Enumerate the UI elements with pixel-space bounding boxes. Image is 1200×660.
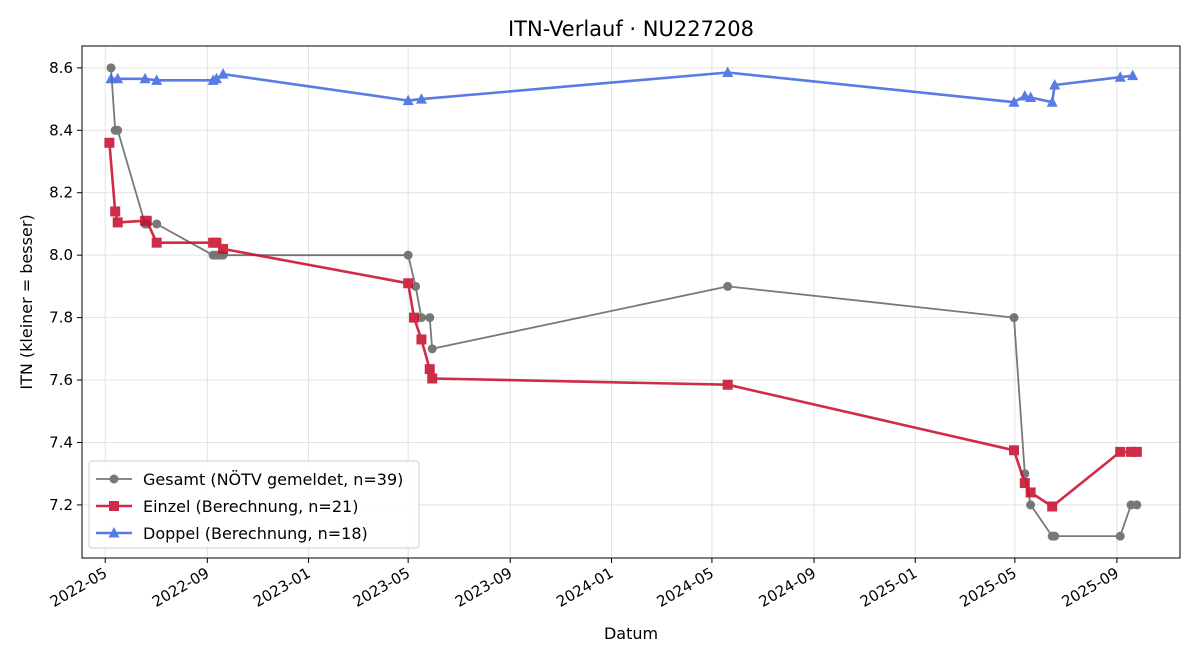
y-tick-label: 8.0	[49, 246, 73, 264]
data-point	[427, 373, 438, 384]
x-tick-label: 2024-05	[654, 564, 717, 611]
legend-label: Einzel (Berechnung, n=21)	[143, 497, 358, 516]
data-point	[722, 379, 733, 390]
data-point	[1025, 91, 1037, 103]
data-point	[1047, 501, 1058, 512]
data-point	[1126, 446, 1137, 457]
data-point	[723, 281, 733, 291]
x-tick-label: 2022-05	[47, 564, 110, 611]
y-tick-label: 7.4	[49, 433, 73, 451]
data-point	[141, 215, 152, 226]
data-point	[106, 63, 116, 73]
legend-swatch	[96, 501, 132, 511]
x-tick-label: 2023-01	[250, 564, 313, 611]
data-point	[218, 243, 229, 254]
data-point	[403, 250, 413, 260]
data-point	[112, 217, 123, 228]
data-point	[1050, 531, 1060, 541]
x-axis-label: Datum	[604, 624, 658, 643]
data-point	[425, 313, 435, 323]
data-point	[1046, 96, 1058, 107]
data-point	[1019, 478, 1030, 489]
legend-marker	[109, 501, 119, 511]
x-tick-label: 2025-09	[1059, 564, 1122, 611]
legend-label: Doppel (Berechnung, n=18)	[143, 524, 368, 543]
x-tick-label: 2023-09	[452, 564, 515, 611]
x-tick-label: 2025-01	[857, 564, 920, 611]
data-point	[1127, 69, 1139, 81]
data-point	[402, 94, 414, 106]
y-axis-label: ITN (kleiner = besser)	[17, 214, 36, 389]
x-tick-label: 2023-05	[350, 564, 413, 611]
data-point	[217, 68, 229, 79]
data-point	[411, 281, 421, 291]
legend-marker	[108, 527, 120, 538]
data-point	[1049, 79, 1061, 90]
data-point	[722, 66, 734, 78]
x-axis: 2022-05 2022-09 2023-01 2023-05 2023-09 2024-…	[47, 558, 1122, 611]
plot-frame	[81, 45, 1181, 559]
data-point	[408, 312, 419, 323]
y-tick-label: 8.2	[49, 184, 73, 202]
data-point	[427, 344, 437, 354]
data-point	[152, 219, 162, 229]
legend-swatch	[96, 527, 132, 538]
data-point	[1026, 500, 1036, 510]
series-circle	[106, 63, 1142, 541]
series-line	[108, 142, 1137, 508]
y-tick-label: 8.6	[49, 59, 73, 77]
legend-box	[88, 460, 420, 549]
data-point	[424, 364, 435, 375]
data-point	[1025, 487, 1036, 498]
y-tick-label: 7.6	[49, 371, 73, 389]
x-tick-label: 2025-05	[957, 564, 1020, 611]
data-point	[210, 72, 222, 84]
data-point	[139, 72, 151, 84]
data-point	[1131, 446, 1142, 457]
x-tick-label: 2024-09	[756, 564, 819, 611]
data-point	[1115, 531, 1125, 541]
legend: Gesamt (NÖTV gemeldet, n=39) Einzel (Bere…	[88, 460, 420, 549]
series-line	[111, 71, 1133, 104]
y-tick-label: 7.2	[49, 496, 73, 514]
data-point	[1114, 71, 1126, 82]
data-point	[1115, 446, 1126, 457]
legend-label: Gesamt (NÖTV gemeldet, n=39)	[143, 470, 403, 489]
data-point	[110, 206, 121, 217]
data-point	[151, 237, 162, 248]
y-axis: 7.2 7.4 7.6 7.8 8.0 8.2 8.4 8.6	[49, 59, 82, 514]
data-point	[1132, 500, 1142, 510]
data-point	[112, 72, 124, 84]
data-point	[104, 137, 115, 148]
legend-marker	[109, 474, 119, 484]
data-point	[403, 278, 414, 289]
data-point	[1009, 313, 1019, 323]
data-point	[415, 93, 427, 104]
series-triangle	[105, 66, 1139, 107]
data-point	[416, 313, 426, 323]
data-point	[1009, 445, 1020, 456]
chart-title: ITN-Verlauf · NU227208	[508, 17, 754, 41]
series-layer	[104, 63, 1142, 541]
data-point	[416, 334, 427, 345]
data-point	[211, 237, 222, 248]
legend-swatch	[96, 474, 132, 484]
data-point	[113, 125, 123, 135]
data-point	[1008, 96, 1020, 107]
x-tick-label: 2022-09	[149, 564, 212, 611]
y-tick-label: 7.8	[49, 309, 73, 327]
y-tick-label: 8.4	[49, 121, 73, 139]
x-tick-label: 2024-01	[553, 564, 616, 611]
data-point	[151, 74, 163, 85]
series-square	[104, 137, 1142, 512]
